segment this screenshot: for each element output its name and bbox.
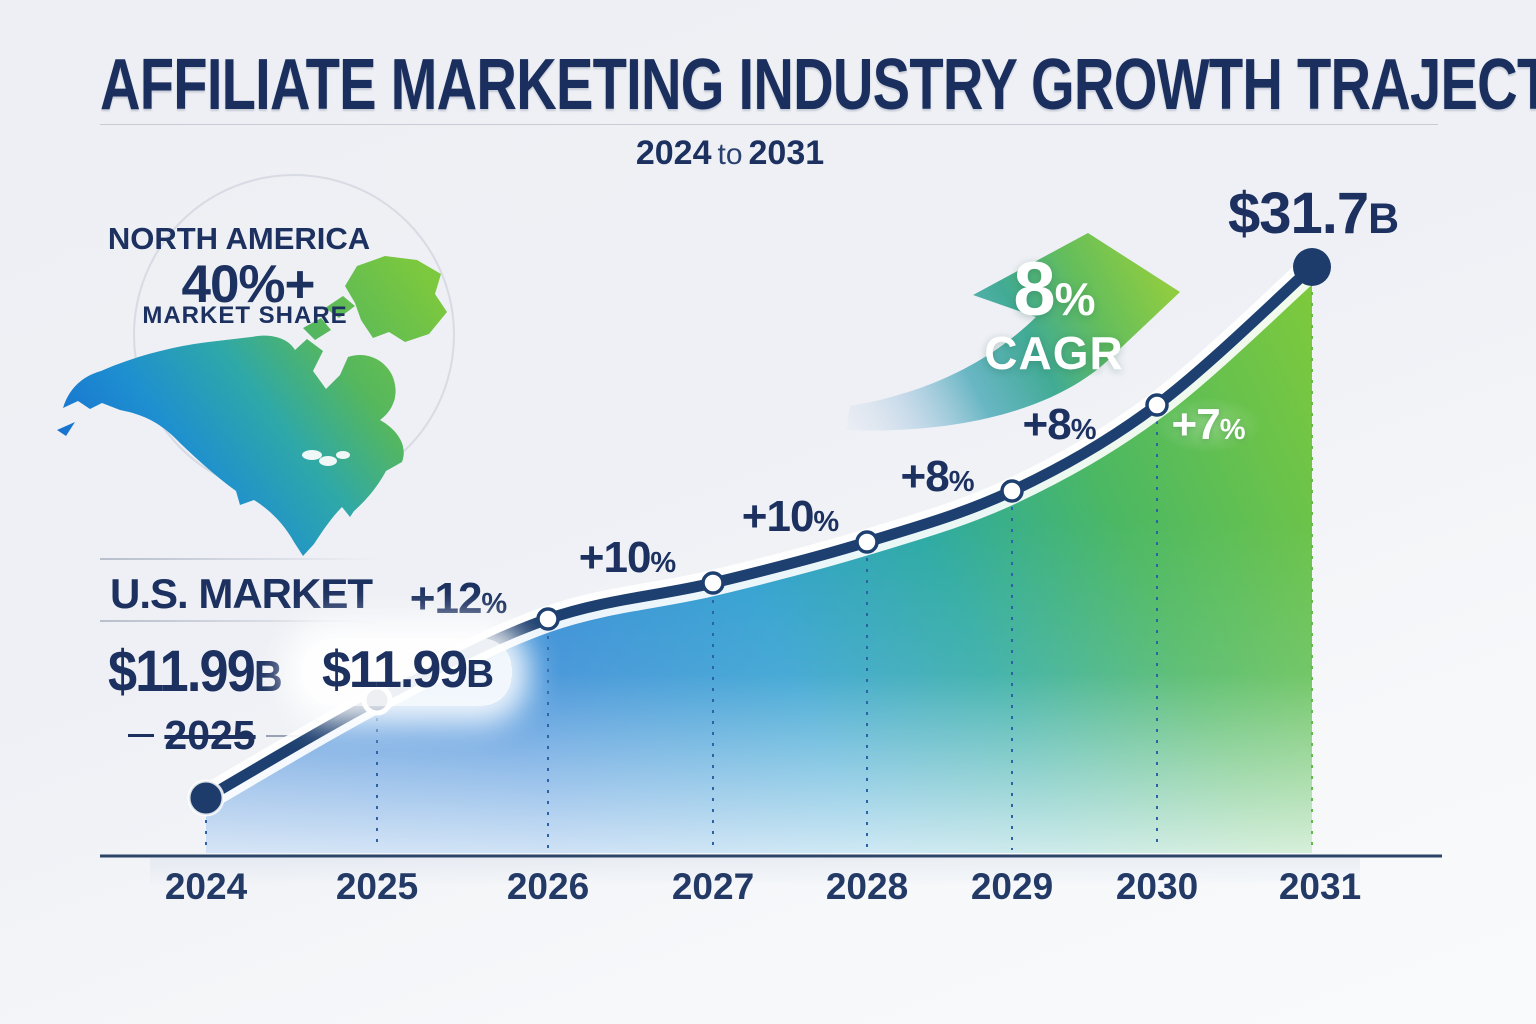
us-market-value: $11.99B — [108, 639, 283, 704]
x-tick-2028: 2028 — [825, 866, 909, 907]
aleutian-island — [57, 422, 75, 436]
growth-label-2029: +8% — [900, 452, 975, 501]
subtitle-end-year: 2031 — [748, 134, 825, 172]
cagr-badge: 8% CAGR — [984, 247, 1124, 379]
dash-decoration — [265, 734, 302, 737]
title-divider — [100, 124, 1438, 125]
growth-label-2028: +10% — [741, 492, 839, 541]
value-label-2025: $11.99B — [302, 638, 512, 706]
point-2026 — [536, 607, 560, 631]
arctic-island — [325, 296, 355, 318]
cagr-label: CAGR — [984, 327, 1124, 379]
x-tick-2031: 2031 — [1278, 866, 1362, 907]
growth-label-2031: +7% — [1155, 398, 1261, 452]
growth-label-2027: +10% — [578, 533, 676, 582]
us-market-divider-bottom — [100, 620, 392, 622]
us-market-year: 2025 — [100, 712, 330, 759]
greenland-shape — [345, 256, 447, 342]
us-market-heading: U.S. MARKET — [110, 570, 373, 617]
continent-shape — [57, 256, 447, 556]
north-america-title: NORTH AMERICA — [107, 221, 371, 256]
x-tick-2024: 2024 — [164, 866, 248, 907]
billions-suffix: B — [253, 652, 283, 701]
us-market-divider-top — [100, 558, 392, 560]
cagr-rate: 8% — [1013, 247, 1095, 332]
x-tick-2030: 2030 — [1115, 866, 1199, 907]
point-2024 — [187, 779, 225, 817]
point-2027 — [701, 571, 725, 595]
year-gridlines — [205, 421, 1158, 850]
cagr-arrow-icon — [846, 233, 1180, 431]
x-tick-2026: 2026 — [506, 866, 590, 907]
subtitle-connector: to — [717, 138, 743, 171]
page-title: AFFILIATE MARKETING INDUSTRY GROWTH TRAJ… — [100, 45, 1536, 125]
great-lakes — [302, 450, 350, 466]
x-tick-2027: 2027 — [671, 866, 755, 907]
point-2028 — [855, 530, 879, 554]
market-share-label: MARKET SHARE — [142, 302, 348, 329]
growth-label-2030: +8% — [1022, 400, 1097, 449]
subtitle-start-year: 2024 — [635, 134, 712, 172]
point-2029 — [1000, 479, 1024, 503]
arctic-island — [303, 318, 331, 340]
growth-label-2026: +12% — [409, 574, 507, 623]
market-share-value: 40%+ — [181, 255, 315, 314]
axis-shadow — [150, 858, 1360, 884]
subtitle: 2024 to 2031 — [636, 134, 824, 173]
dash-decoration — [128, 734, 155, 737]
point-2030 — [1145, 393, 1169, 417]
x-tick-2025: 2025 — [335, 866, 419, 907]
value-label-2031: $31.7B — [1228, 181, 1399, 246]
x-tick-2029: 2029 — [970, 866, 1054, 907]
point-2031 — [1293, 248, 1331, 286]
north-america-map — [57, 256, 447, 556]
area-fade-overlay — [206, 267, 1312, 853]
